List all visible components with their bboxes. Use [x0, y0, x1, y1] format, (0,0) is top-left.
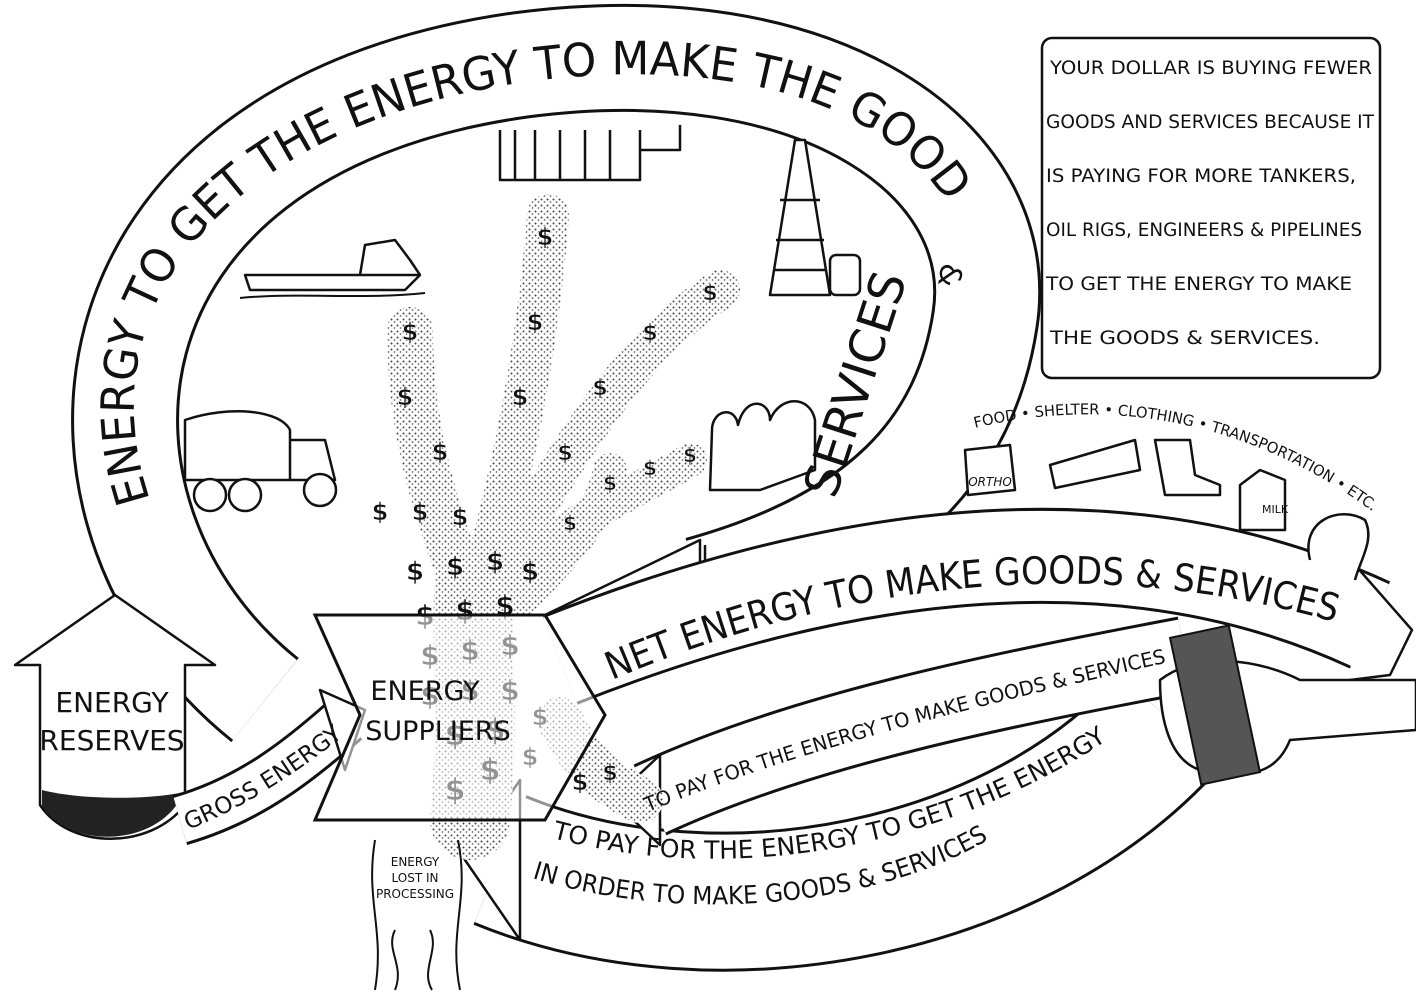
dollar-sign: $	[397, 383, 414, 411]
losses-label: LOST IN	[392, 871, 439, 885]
dollar-sign: $	[402, 318, 419, 346]
dollar-sign: $	[527, 308, 544, 336]
dollar-sign: $	[572, 768, 589, 796]
diagram: $$$$$$$$$$$$$$$$$$$$$$$$$$$$$$$$$$$$$$ E…	[0, 0, 1416, 997]
reserves-label: ENERGY	[55, 686, 169, 719]
note-box: YOUR DOLLAR IS BUYING FEWER GOODS AND SE…	[1042, 38, 1380, 378]
dollar-sign: $	[452, 503, 469, 531]
dollar-sign: $	[563, 511, 577, 535]
dollar-sign: $	[406, 557, 424, 587]
dollar-sign: $	[446, 552, 464, 582]
losses-label: ENERGY	[391, 855, 440, 869]
dollar-sign: $	[592, 376, 607, 401]
carton-label: MILK	[1262, 503, 1289, 516]
note-line: OIL RIGS, ENGINEERS & PIPELINES	[1046, 219, 1362, 241]
note-line: IS PAYING FOR MORE TANKERS,	[1046, 165, 1356, 187]
note-line: GOODS AND SERVICES BECAUSE IT	[1046, 111, 1374, 133]
suppliers-label: SUPPLIERS	[365, 716, 510, 747]
dollar-sign: $	[603, 471, 617, 495]
bag-label: ORTHO	[968, 475, 1012, 489]
dollar-sign: $	[521, 557, 539, 587]
dollar-sign: $	[643, 456, 657, 480]
reserves-label: RESERVES	[39, 724, 184, 757]
dollar-sign: $	[486, 547, 504, 577]
dollar-sign: $	[412, 498, 429, 526]
dollar-sign: $	[683, 443, 697, 467]
losses-label: PROCESSING	[376, 887, 454, 901]
dollar-sign: $	[642, 321, 657, 346]
suppliers-label: ENERGY	[370, 676, 480, 707]
note-line: THE GOODS & SERVICES.	[1049, 327, 1320, 349]
energy-suppliers: ENERGY SUPPLIERS	[315, 615, 605, 820]
energy-losses: ENERGY LOST IN PROCESSING	[372, 840, 462, 990]
dollar-sign: $	[557, 441, 572, 466]
note-line: TO GET THE ENERGY TO MAKE	[1045, 273, 1352, 295]
dollar-sign: $	[602, 761, 617, 786]
dollar-sign: $	[537, 223, 554, 251]
note-line: YOUR DOLLAR IS BUYING FEWER	[1049, 57, 1372, 79]
dollar-sign: $	[512, 383, 529, 411]
dollar-sign: $	[702, 281, 717, 306]
dollar-sign: $	[372, 498, 389, 526]
dollar-sign: $	[432, 438, 449, 466]
